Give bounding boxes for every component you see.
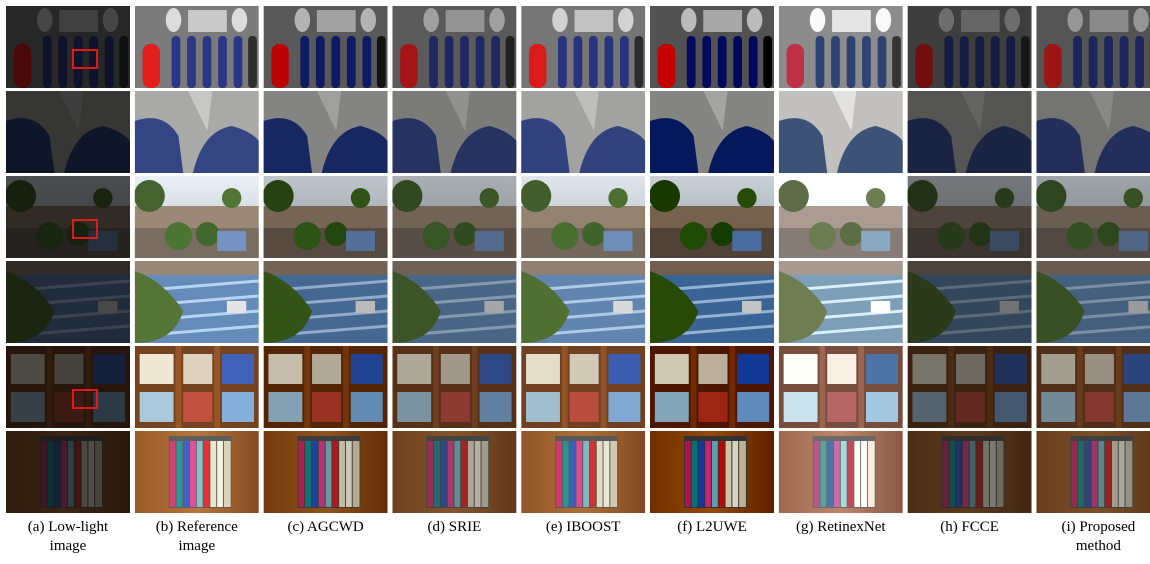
image-cell — [1036, 91, 1150, 173]
image-cell — [264, 346, 388, 428]
image-cell — [264, 91, 388, 173]
image-cell — [1036, 431, 1150, 513]
image-cell — [520, 176, 645, 258]
image-cell — [1036, 346, 1150, 428]
caption: (e) IBOOST — [546, 519, 621, 535]
image-cell — [263, 176, 388, 258]
caption: (a) Low-light — [28, 519, 109, 535]
image-cell — [6, 261, 130, 343]
captions: (a) Low-light image (b) Reference image (c) … — [28, 519, 1136, 554]
image-cell — [650, 431, 774, 513]
image-cell — [778, 176, 903, 258]
image-cell — [779, 431, 903, 513]
image-cell — [521, 6, 645, 88]
image-cell — [264, 6, 388, 88]
image-cell — [650, 6, 774, 88]
image-grid — [5, 6, 1150, 513]
image-cell — [908, 431, 1032, 513]
image-cell — [135, 6, 259, 88]
image-cell — [392, 6, 516, 88]
caption: (h) FCCE — [940, 519, 999, 535]
image-cell — [779, 91, 903, 173]
image-cell — [1036, 6, 1150, 88]
image-cell — [649, 176, 774, 258]
caption: (f) L2UWE — [677, 519, 747, 535]
image-cell — [521, 346, 645, 428]
image-cell — [521, 431, 645, 513]
image-cell — [6, 91, 130, 173]
image-cell — [6, 346, 130, 428]
image-cell — [135, 346, 259, 428]
image-cell — [264, 261, 388, 343]
image-cell — [779, 6, 903, 88]
image-cell — [5, 176, 130, 258]
image-cell — [779, 346, 903, 428]
image-cell — [650, 91, 774, 173]
caption: (b) Reference — [156, 519, 238, 535]
image-cell — [521, 261, 645, 343]
caption: (i) Proposed — [1062, 519, 1136, 535]
image-cell — [135, 91, 259, 173]
image-cell — [521, 91, 645, 173]
caption: (d) SRIE — [428, 519, 482, 535]
image-cell — [650, 261, 774, 343]
image-cell — [908, 346, 1032, 428]
caption: image — [178, 538, 215, 554]
image-cell — [392, 431, 516, 513]
page: (a) Low-light image (b) Reference image (c) … — [0, 0, 1150, 559]
caption: (g) RetinexNet — [796, 519, 886, 535]
image-cell — [392, 346, 516, 428]
image-cell — [907, 176, 1032, 258]
image-cell — [392, 91, 516, 173]
image-cell — [779, 261, 903, 343]
image-cell — [6, 431, 130, 513]
image-cell — [908, 91, 1032, 173]
image-cell — [264, 431, 388, 513]
image-cell — [392, 261, 516, 343]
figure: (a) Low-light image (b) Reference image (c) … — [0, 0, 1150, 559]
image-cell — [135, 431, 259, 513]
image-cell — [135, 261, 259, 343]
image-cell — [908, 6, 1032, 88]
image-cell — [1036, 261, 1150, 343]
caption: method — [1076, 538, 1121, 554]
caption: image — [50, 538, 87, 554]
caption: (c) AGCWD — [287, 519, 363, 535]
image-cell — [650, 346, 774, 428]
image-cell — [908, 261, 1032, 343]
image-cell — [134, 176, 259, 258]
image-cell — [6, 6, 130, 88]
image-cell — [391, 176, 516, 258]
image-cell — [1035, 176, 1150, 258]
